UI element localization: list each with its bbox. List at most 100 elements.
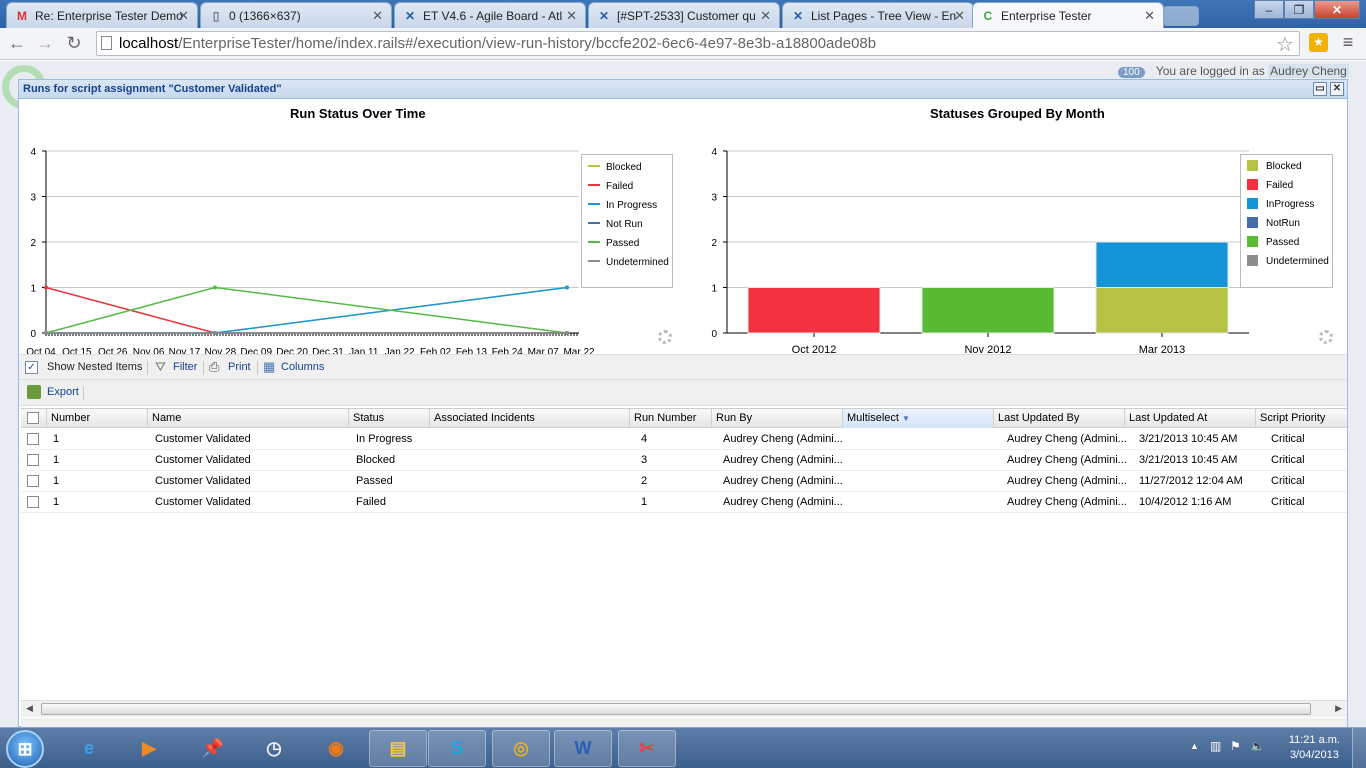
filter-button[interactable]: Filter: [173, 361, 198, 373]
row-checkbox[interactable]: [27, 475, 39, 487]
legend-item-passed[interactable]: Passed: [1247, 236, 1299, 248]
legend-item-blocked[interactable]: Blocked: [1247, 160, 1302, 173]
snipping-tool-icon[interactable]: ✂: [618, 730, 676, 767]
column-header-last-updated-at[interactable]: Last Updated At: [1125, 409, 1256, 428]
file-explorer-icon[interactable]: ▤: [369, 730, 427, 767]
legend-item-not-run[interactable]: Not Run: [588, 219, 643, 230]
bar-chart-legend: Blocked Failed InProgress NotRun Passed Undet…: [1240, 154, 1333, 288]
internet-explorer-icon[interactable]: e: [83, 738, 94, 758]
start-button[interactable]: ⊞: [6, 730, 44, 768]
chrome-icon[interactable]: ◎: [492, 730, 550, 767]
new-tab-button[interactable]: [1163, 6, 1199, 26]
table-row[interactable]: 1 Customer Validated Failed 1 Audrey Che…: [21, 492, 1347, 513]
clock-date: 3/04/2013: [1289, 749, 1339, 761]
legend-swatch: [1247, 179, 1258, 190]
browser-tab-enterprise-tester[interactable]: C Enterprise Tester ✕: [972, 2, 1164, 28]
table-row[interactable]: 1 Customer Validated In Progress 4 Audre…: [21, 429, 1347, 450]
volume-icon[interactable]: 🔈: [1250, 739, 1265, 753]
tab-close-icon[interactable]: ✕: [178, 8, 189, 23]
clock-app-icon[interactable]: ◷: [266, 738, 282, 758]
column-header-last-updated-by[interactable]: Last Updated By: [994, 409, 1125, 428]
tab-close-icon[interactable]: ✕: [1144, 8, 1155, 23]
forward-icon[interactable]: →: [36, 33, 54, 53]
row-checkbox[interactable]: [27, 433, 39, 445]
table-row[interactable]: 1 Customer Validated Passed 2 Audrey Che…: [21, 471, 1347, 492]
export-button[interactable]: Export: [47, 386, 79, 398]
cell-name: Customer Validated: [155, 496, 251, 508]
column-header-run-by[interactable]: Run By: [712, 409, 843, 428]
legend-label: Blocked: [1266, 161, 1302, 173]
taskbar-clock[interactable]: 11:21 a.m. 3/04/2013: [1289, 733, 1340, 763]
excel-export-icon[interactable]: [27, 385, 41, 399]
browser-tab-agile-board[interactable]: ✕ ET V4.6 - Agile Board - Atl ✕: [394, 2, 586, 28]
back-icon[interactable]: ←: [8, 33, 26, 53]
column-header-associated-incidents[interactable]: Associated Incidents: [430, 409, 630, 428]
settings-wrench-icon[interactable]: ≡: [1342, 32, 1354, 52]
tab-close-icon[interactable]: ✕: [760, 8, 771, 23]
chart-settings-gear-icon[interactable]: [658, 330, 672, 344]
horizontal-scrollbar[interactable]: ◀ ▶: [21, 700, 1347, 717]
legend-item-inprogress[interactable]: InProgress: [1247, 198, 1314, 210]
tab-close-icon[interactable]: ✕: [954, 8, 965, 23]
columns-icon[interactable]: ▦: [263, 359, 276, 374]
column-header-status[interactable]: Status: [349, 409, 430, 428]
browser-tab-issue[interactable]: ✕ [#SPT-2533] Customer qu ✕: [588, 2, 780, 28]
legend-item-blocked[interactable]: Blocked: [588, 162, 642, 173]
y-tick-label: 2: [30, 238, 36, 249]
sort-dropdown-icon[interactable]: ▼: [902, 414, 910, 423]
word-icon[interactable]: W: [554, 730, 612, 767]
row-checkbox[interactable]: [27, 496, 39, 508]
checkbox-checked[interactable]: ✓: [25, 361, 38, 374]
maximize-icon[interactable]: ▭: [1313, 82, 1327, 96]
legend-item-notrun[interactable]: NotRun: [1247, 217, 1300, 229]
table-row[interactable]: 1 Customer Validated Blocked 3 Audrey Ch…: [21, 450, 1347, 471]
address-bar[interactable]: localhost/EnterpriseTester/home/index.ra…: [96, 31, 1300, 56]
pushpin-app-icon[interactable]: 📌: [201, 738, 225, 758]
legend-item-undetermined[interactable]: Undetermined: [1247, 255, 1329, 267]
tab-close-icon[interactable]: ✕: [372, 8, 383, 23]
extension-icon[interactable]: ★: [1309, 33, 1328, 52]
scroll-right-icon[interactable]: ▶: [1335, 703, 1342, 713]
toolbar-separator: [83, 386, 84, 400]
column-header-run-number[interactable]: Run Number: [630, 409, 712, 428]
legend-item-failed[interactable]: Failed: [1247, 179, 1293, 191]
browser-tab-gmail[interactable]: M Re: Enterprise Tester Demo ✕: [6, 2, 198, 28]
media-player-icon[interactable]: ▶: [142, 738, 156, 758]
select-all-column[interactable]: [21, 409, 47, 428]
print-button[interactable]: Print: [228, 361, 251, 373]
filter-icon[interactable]: ⛛: [155, 359, 166, 374]
tray-expand-icon[interactable]: ▲: [1190, 741, 1199, 751]
restore-icon[interactable]: ❐: [1284, 0, 1314, 19]
show-nested-checkbox[interactable]: ✓: [25, 361, 38, 374]
show-desktop-button[interactable]: [1352, 728, 1366, 768]
skype-icon[interactable]: S: [428, 730, 486, 767]
legend-item-failed[interactable]: Failed: [588, 181, 633, 192]
chart-settings-gear-icon[interactable]: [1319, 330, 1333, 344]
legend-item-passed[interactable]: Passed: [588, 238, 639, 249]
column-header-multiselect[interactable]: Multiselect ▼: [843, 409, 994, 428]
close-window-icon[interactable]: ✕: [1314, 0, 1360, 19]
legend-item-in-progress[interactable]: In Progress: [588, 200, 657, 211]
browser-tab-image[interactable]: ▯ 0 (1366×637) ✕: [200, 2, 392, 28]
column-header-script-priority[interactable]: Script Priority: [1260, 412, 1326, 424]
action-center-icon[interactable]: ⚑: [1230, 739, 1241, 753]
bookmark-star-icon[interactable]: ☆: [1276, 34, 1294, 56]
reload-icon[interactable]: ↻: [66, 33, 82, 53]
scroll-left-icon[interactable]: ◀: [26, 703, 33, 713]
tab-close-icon[interactable]: ✕: [566, 8, 577, 23]
column-header-name[interactable]: Name: [148, 409, 349, 428]
select-all-checkbox[interactable]: [27, 412, 39, 424]
login-user[interactable]: Audrey Cheng: [1268, 64, 1349, 78]
row-checkbox[interactable]: [27, 454, 39, 466]
legend-item-undetermined[interactable]: Undetermined: [588, 257, 669, 268]
close-icon[interactable]: ✕: [1330, 82, 1344, 96]
network-icon[interactable]: ▥: [1210, 739, 1222, 753]
browser-tab-confluence[interactable]: ✕ List Pages - Tree View - En ✕: [782, 2, 974, 28]
scrollbar-thumb[interactable]: [41, 703, 1311, 715]
notification-badge[interactable]: 100: [1118, 67, 1145, 78]
firefox-icon[interactable]: ◉: [328, 738, 344, 758]
minimize-icon[interactable]: –: [1254, 0, 1284, 19]
printer-icon[interactable]: ⎙: [209, 359, 220, 374]
column-header-number[interactable]: Number: [47, 409, 148, 428]
columns-button[interactable]: Columns: [281, 361, 325, 373]
